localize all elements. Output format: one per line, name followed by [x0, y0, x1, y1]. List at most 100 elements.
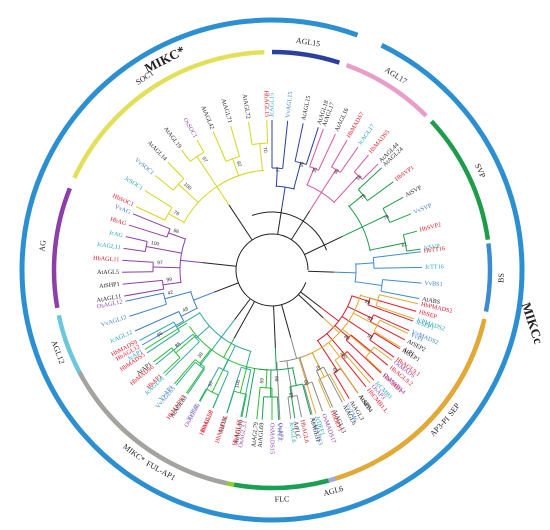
leaf-branch	[406, 248, 421, 252]
taxon-label: VvAGL15	[284, 91, 294, 118]
bootstrap-value: 97	[287, 392, 294, 399]
bootstrap-value: 38	[197, 351, 205, 359]
branch	[162, 281, 181, 286]
branch	[199, 348, 212, 364]
branch	[175, 334, 197, 354]
bootstrap-value: 77	[276, 166, 282, 172]
taxon-label: JcAG	[108, 229, 124, 239]
clade-stem	[202, 262, 237, 267]
bootstrap-value: 42	[167, 290, 174, 297]
leaf-branch	[241, 394, 247, 418]
leaf-branch	[198, 388, 207, 402]
leaf-branch	[343, 352, 371, 384]
subgroup-arc	[271, 49, 341, 65]
taxon-label: JcAGL6	[288, 421, 298, 443]
leaf-branch	[266, 120, 269, 144]
leaf-branch	[303, 384, 313, 415]
leaf-branch	[369, 339, 395, 358]
clade-stem	[228, 204, 253, 241]
branch	[311, 352, 325, 378]
leaf-branch	[132, 213, 171, 230]
bootstrap-value: 97	[207, 380, 215, 388]
leaf-branch	[362, 163, 379, 180]
leaf-branch	[294, 123, 304, 162]
branch	[341, 316, 373, 337]
branch-arc	[373, 320, 381, 332]
bootstrap-value: 97	[157, 260, 163, 266]
leaf-branch	[346, 351, 375, 381]
bootstrap-value: 78	[359, 193, 367, 201]
leaf-branch	[128, 224, 168, 238]
clade-stem	[233, 301, 255, 339]
subgroup-arc	[335, 318, 487, 481]
mikcc-label: MIKCc	[519, 300, 547, 345]
branch	[195, 325, 210, 339]
leaf-branch	[339, 146, 359, 173]
clade-arc	[354, 263, 357, 283]
tree-branches	[122, 120, 422, 420]
clade-trunk	[333, 271, 356, 274]
branch	[180, 307, 198, 317]
clade-arc	[306, 184, 336, 204]
branch	[178, 183, 199, 203]
taxon-label: AtSVP	[404, 184, 423, 199]
leaf-branch	[245, 403, 249, 418]
bootstrap-value: 65	[156, 331, 164, 339]
bootstrap-value: 100	[234, 379, 242, 389]
leaf-branch	[382, 279, 422, 284]
clade-trunk	[320, 307, 339, 322]
clade-trunk	[180, 259, 203, 264]
taxon-label: OsSOC1	[182, 117, 199, 140]
branch	[298, 357, 310, 393]
leaf-branch	[139, 321, 175, 341]
branch	[326, 333, 345, 355]
leaf-branch	[331, 139, 348, 168]
clade-stem	[213, 282, 239, 293]
taxon-label: AtABS	[422, 296, 442, 306]
leaf-branch	[353, 154, 369, 173]
leaf-branch	[124, 288, 164, 297]
leaf-branch	[382, 196, 404, 209]
leaf-branch	[308, 392, 317, 414]
leaf-branch	[373, 346, 393, 361]
group-arcs	[19, 17, 525, 523]
branch	[355, 281, 382, 286]
clade-arc	[275, 185, 295, 190]
clade-stem	[281, 304, 292, 338]
taxon-label: HbSVP1	[394, 164, 416, 183]
leaf-branch	[155, 333, 194, 366]
branch-arc	[161, 280, 165, 290]
taxon-label: AtAGL72	[241, 94, 252, 120]
branch	[360, 294, 378, 301]
leaf-branch	[277, 396, 280, 420]
branch	[328, 342, 341, 357]
taxon-label: VvPI	[409, 331, 424, 343]
taxon-label: AtAGL71	[220, 98, 234, 124]
branch	[223, 345, 236, 371]
taxon-label: AtAGL15	[300, 95, 312, 121]
leaf-branch	[122, 259, 154, 263]
clade-arc	[347, 205, 371, 252]
leaf-branch	[163, 357, 181, 374]
branch-arc	[375, 294, 380, 306]
subgroup-label: FLC	[274, 494, 289, 504]
taxon-label: HbMADS1	[214, 415, 229, 444]
leaf-branch	[373, 314, 410, 332]
branch	[321, 169, 337, 193]
leaf-branch	[367, 181, 394, 202]
clade-trunk	[290, 337, 298, 359]
clade-arc	[258, 367, 294, 371]
branch-arc	[372, 257, 375, 269]
taxon-label: OsAGL65	[183, 403, 202, 429]
leaf-branch	[248, 121, 253, 145]
branch	[247, 368, 256, 405]
leaf-branch	[379, 319, 409, 334]
taxon-label: HbAGL15	[262, 91, 270, 118]
leaf-branch	[122, 279, 163, 285]
clade-trunk	[221, 319, 236, 338]
clade-trunk	[274, 347, 277, 370]
leaf-branch	[134, 311, 180, 332]
bootstrap-value: 100	[182, 182, 192, 192]
bootstrap-value: 86	[174, 341, 182, 349]
branch-arc	[345, 334, 352, 341]
